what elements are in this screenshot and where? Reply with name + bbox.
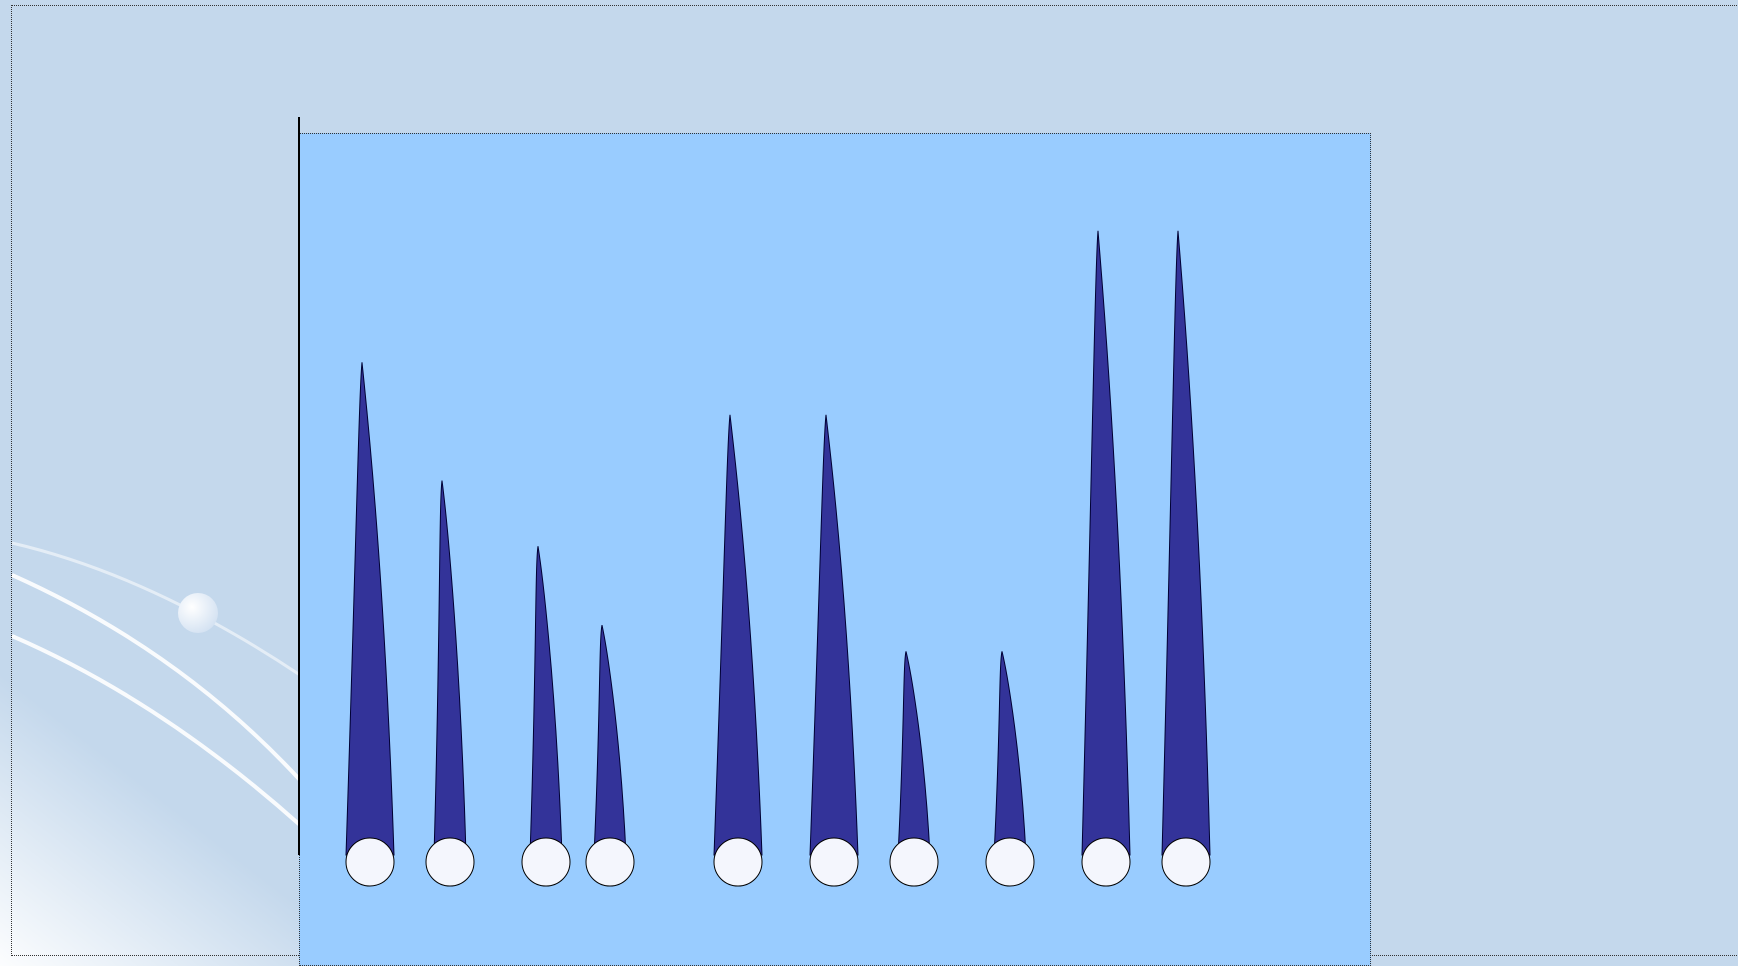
swoosh-curve <box>11 634 302 827</box>
swoosh-curve <box>11 573 302 782</box>
spike-bar <box>425 480 475 887</box>
spike-bar <box>809 414 859 887</box>
decorative-orb <box>178 593 218 633</box>
spike-bar <box>521 546 571 887</box>
spike-bar-base <box>345 837 395 887</box>
spike-bar-base <box>713 837 763 887</box>
spike-bar <box>345 362 395 887</box>
spike-bar-body <box>593 624 627 856</box>
spike-bar-body <box>433 480 467 856</box>
spike-bar <box>985 651 1035 887</box>
spike-bar-body <box>897 651 931 856</box>
spike-bar <box>713 414 763 887</box>
spike-bar-body <box>1161 230 1211 856</box>
spike-bar <box>585 624 635 887</box>
spike-bar-base <box>889 837 939 887</box>
spike-bar <box>889 651 939 887</box>
spike-bar-body <box>345 362 395 856</box>
spike-bar-base <box>809 837 859 887</box>
spike-bar-body <box>1081 230 1131 856</box>
spike-bar-base <box>425 837 475 887</box>
spike-bar-body <box>993 651 1027 856</box>
spike-bar-base <box>1081 837 1131 887</box>
spike-bar <box>1081 230 1131 887</box>
swoosh-curve <box>11 541 301 677</box>
spike-bar-body <box>529 546 563 856</box>
spike-bar-base <box>985 837 1035 887</box>
spike-bar-base <box>585 837 635 887</box>
spike-bar <box>1161 230 1211 887</box>
spike-bar-base <box>521 837 571 887</box>
spike-bar-body <box>809 414 859 856</box>
spike-bar-base <box>1161 837 1211 887</box>
spike-bar-body <box>713 414 763 856</box>
